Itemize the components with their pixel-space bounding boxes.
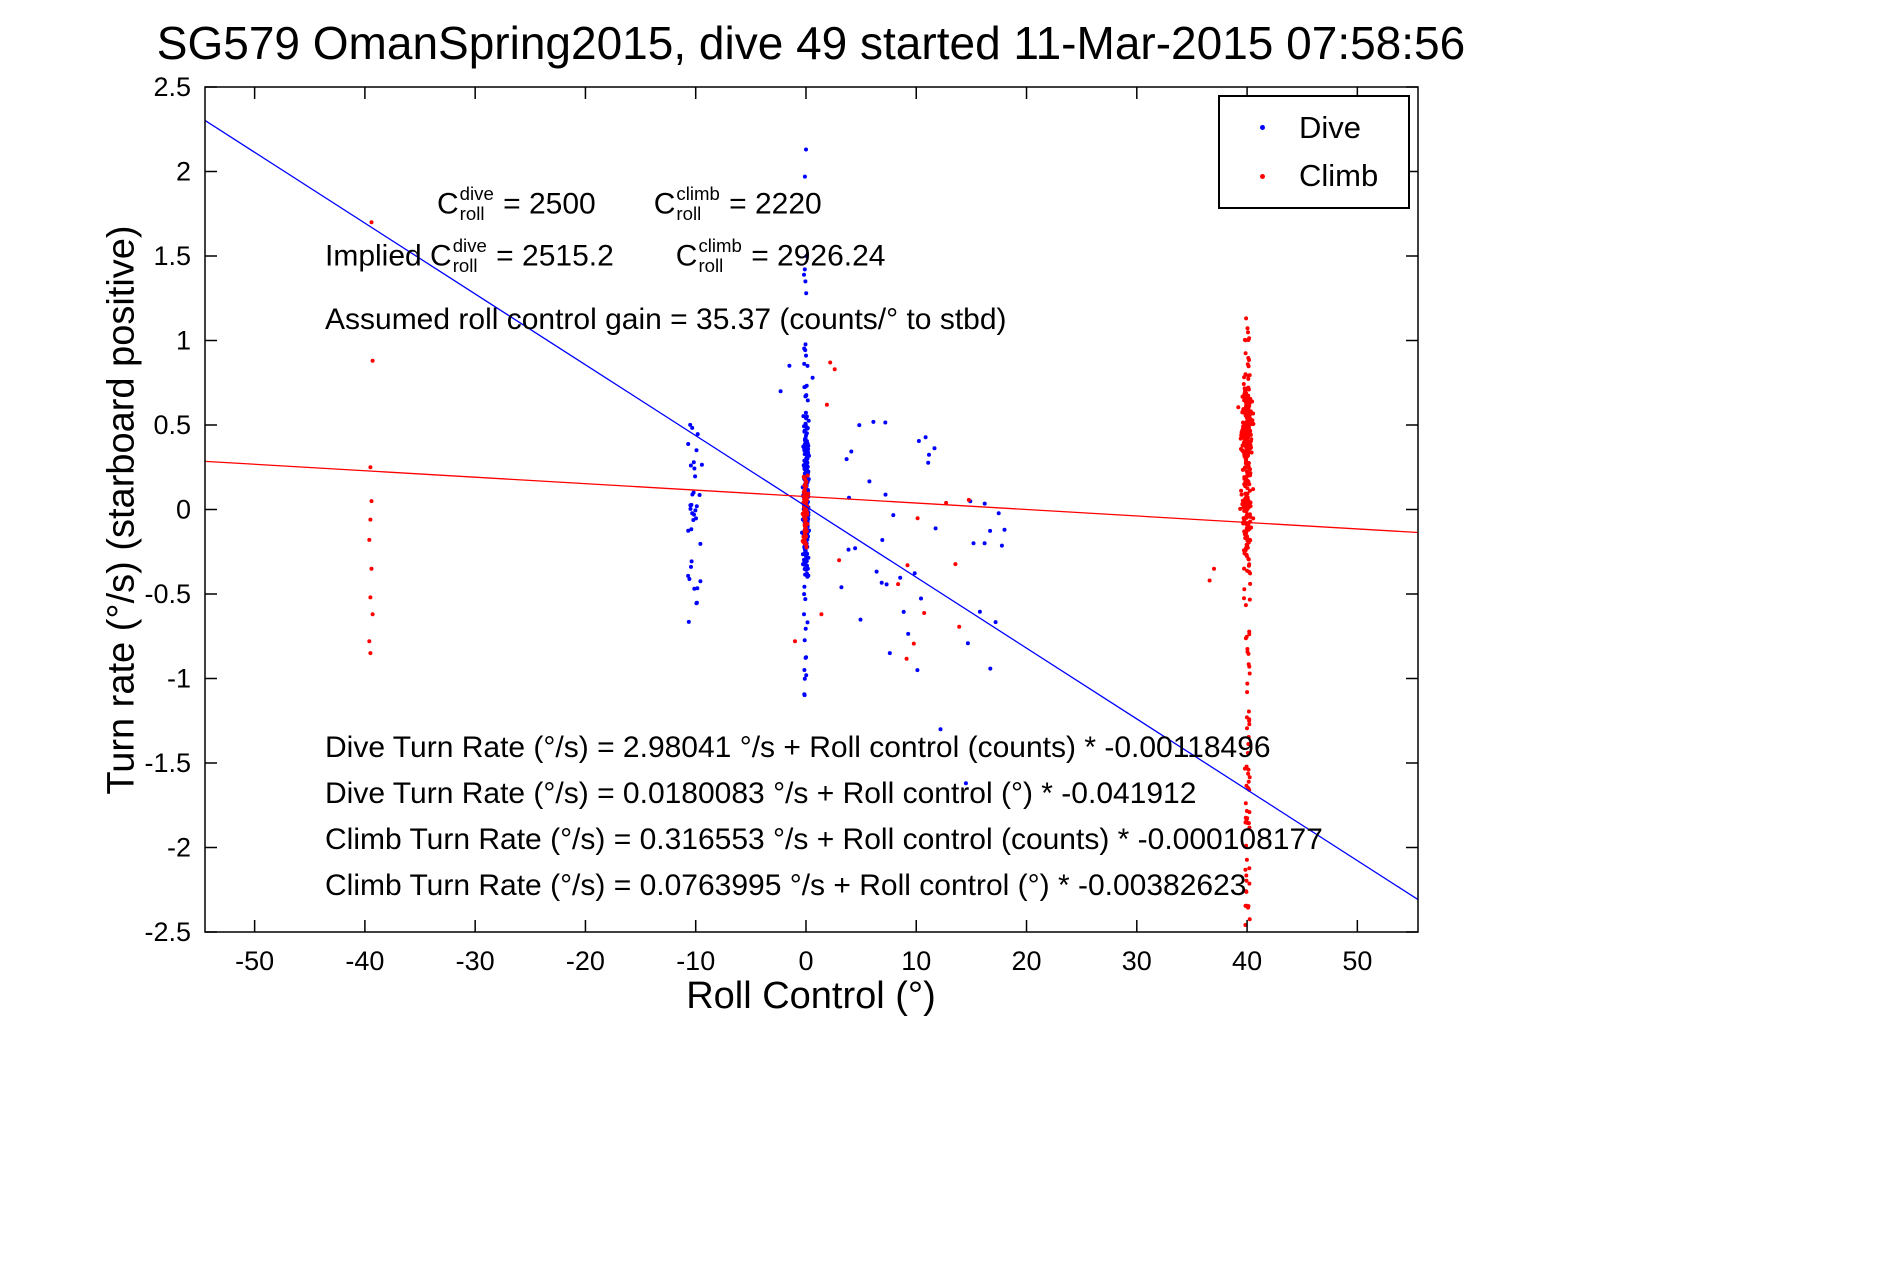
fit-equation-line: Dive Turn Rate (°/s) = 0.0180083 °/s + R… (325, 777, 1197, 810)
svg-text:-10: -10 (676, 946, 715, 976)
legend-item-climb: Climb (1260, 158, 1408, 194)
formula-base: C (653, 187, 676, 221)
plot-title: SG579 OmanSpring2015, dive 49 started 11… (156, 17, 1466, 69)
formula-scripts: climb roll (676, 184, 719, 223)
roll-gain-annotation: Assumed roll control gain = 35.37 (count… (325, 303, 1007, 336)
formula-prefix: Implied (325, 239, 431, 273)
formula-sub: roll (459, 202, 485, 224)
svg-text:2: 2 (176, 157, 191, 187)
svg-text:-30: -30 (456, 946, 495, 976)
legend-box: Dive Climb (1218, 95, 1410, 209)
legend-item-dive: Dive (1260, 110, 1408, 146)
svg-text:-50: -50 (235, 946, 274, 976)
svg-text:-40: -40 (345, 946, 384, 976)
fit-equation-line: Climb Turn Rate (°/s) = 0.316553 °/s + R… (325, 823, 1323, 856)
svg-text:1.5: 1.5 (153, 241, 191, 271)
svg-text:2.5: 2.5 (153, 72, 191, 102)
y-axis-label: Turn rate (°/s) (starboard positive) (100, 225, 143, 795)
formula-base: C (430, 239, 452, 273)
formula-rest: = 2220 (720, 187, 822, 221)
legend-label-dive: Dive (1299, 109, 1362, 145)
svg-text:0: 0 (798, 946, 813, 976)
fit-equation-line: Dive Turn Rate (°/s) = 2.98041 °/s + Rol… (325, 731, 1271, 764)
legend-label-climb: Climb (1299, 158, 1379, 194)
formula-sup: climb (676, 183, 720, 204)
svg-text:-20: -20 (566, 946, 605, 976)
svg-text:-2.5: -2.5 (144, 917, 191, 947)
formula-rest: = 2926.24 (742, 239, 886, 273)
svg-text:0: 0 (176, 495, 191, 525)
formula-sup: dive (452, 235, 487, 256)
svg-text:-0.5: -0.5 (144, 579, 191, 609)
svg-text:0.5: 0.5 (153, 410, 191, 440)
formula-sub: roll (698, 254, 724, 276)
fit-equation-line: Climb Turn Rate (°/s) = 0.0763995 °/s + … (325, 869, 1247, 902)
formula-sub: roll (676, 202, 702, 224)
formula-scripts: dive roll (453, 236, 487, 275)
formula-base: C (675, 239, 698, 273)
x-axis-label: Roll Control (°) (686, 975, 936, 1017)
svg-text:10: 10 (901, 946, 931, 976)
svg-text:30: 30 (1122, 946, 1152, 976)
svg-text:-2: -2 (167, 833, 191, 863)
formula-sup: climb (698, 235, 742, 256)
svg-text:1: 1 (176, 326, 191, 356)
formula-scripts: climb roll (698, 236, 741, 275)
svg-text:40: 40 (1232, 946, 1262, 976)
formula-sup: dive (459, 183, 494, 204)
formula-base: C (437, 187, 459, 221)
formula-rest: = 2515.2 (487, 239, 614, 273)
svg-text:20: 20 (1012, 946, 1042, 976)
svg-text:-1: -1 (167, 664, 191, 694)
svg-text:50: 50 (1342, 946, 1372, 976)
climb-marker-icon (1260, 173, 1265, 179)
formula-rest: = 2500 (494, 187, 596, 221)
formula-scripts: dive roll (460, 184, 494, 223)
formula-sub: roll (452, 254, 478, 276)
dive-marker-icon (1260, 125, 1265, 131)
svg-text:-1.5: -1.5 (144, 748, 191, 778)
fit-equations: Dive Turn Rate (°/s) = 2.98041 °/s + Rol… (325, 725, 1323, 909)
